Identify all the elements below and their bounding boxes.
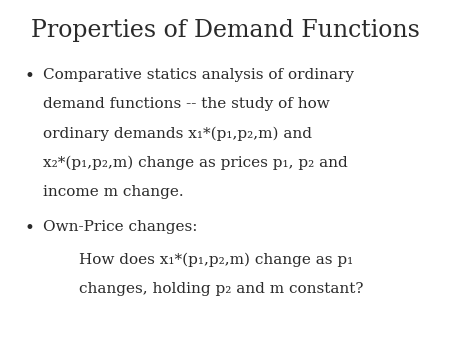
Text: •: • [25,68,35,84]
Text: changes, holding p₂ and m constant?: changes, holding p₂ and m constant? [79,282,363,296]
Text: How does x₁*(p₁,p₂,m) change as p₁: How does x₁*(p₁,p₂,m) change as p₁ [79,252,353,267]
Text: •: • [25,220,35,237]
Text: x₂*(p₁,p₂,m) change as prices p₁, p₂ and: x₂*(p₁,p₂,m) change as prices p₁, p₂ and [43,156,347,170]
Text: demand functions -- the study of how: demand functions -- the study of how [43,97,329,111]
Text: income m change.: income m change. [43,185,184,199]
Text: Properties of Demand Functions: Properties of Demand Functions [31,19,419,42]
Text: Own-Price changes:: Own-Price changes: [43,220,197,234]
Text: ordinary demands x₁*(p₁,p₂,m) and: ordinary demands x₁*(p₁,p₂,m) and [43,126,312,141]
Text: Comparative statics analysis of ordinary: Comparative statics analysis of ordinary [43,68,354,81]
